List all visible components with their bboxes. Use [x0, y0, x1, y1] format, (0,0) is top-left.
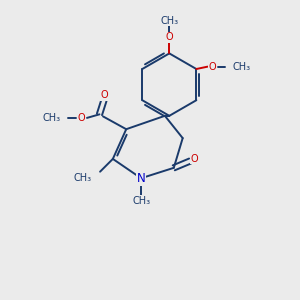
- Text: CH₃: CH₃: [132, 196, 150, 206]
- Text: CH₃: CH₃: [74, 173, 92, 183]
- Text: O: O: [209, 61, 217, 72]
- Text: O: O: [166, 32, 173, 42]
- Text: O: O: [191, 154, 198, 164]
- Text: O: O: [100, 90, 108, 100]
- Text: CH₃: CH₃: [43, 113, 61, 123]
- Text: CH₃: CH₃: [232, 61, 250, 72]
- Text: N: N: [137, 172, 146, 185]
- Text: CH₃: CH₃: [160, 16, 178, 26]
- Text: O: O: [78, 113, 86, 123]
